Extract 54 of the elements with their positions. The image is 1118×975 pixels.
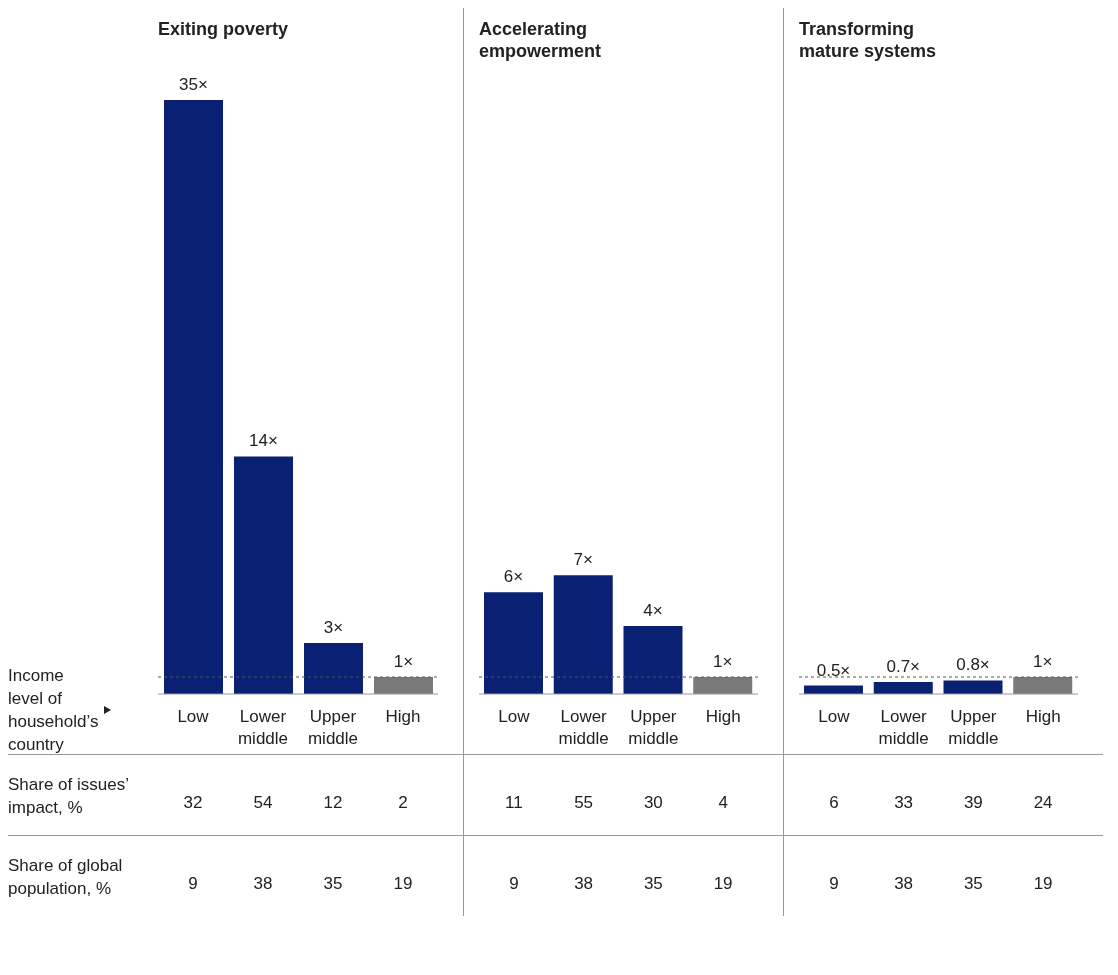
text: 9	[187, 874, 199, 894]
x-tick-label: Low	[498, 707, 531, 726]
chart-title: Accelerating empowerment	[478, 18, 603, 63]
text: 55	[573, 793, 595, 813]
data-label: 1×	[1033, 652, 1053, 672]
text: 12	[322, 793, 344, 813]
text: 32	[182, 793, 204, 813]
text: 19	[712, 874, 734, 894]
data-label: 1×	[393, 652, 414, 672]
text: 4	[717, 793, 729, 813]
text: 35	[642, 874, 664, 894]
text: 38	[573, 874, 595, 894]
x-tick-label: Lower middle	[237, 707, 289, 748]
data-label: 1×	[713, 652, 733, 672]
text: 38	[893, 874, 915, 894]
x-tick-label: High	[1025, 707, 1061, 726]
x-tick-label: Upper middle	[307, 707, 359, 748]
data-label: 35×	[179, 75, 208, 94]
text: 9	[508, 874, 520, 894]
data-label: 14×	[249, 431, 278, 451]
text: 2	[397, 793, 409, 813]
x-tick-label: High	[705, 707, 741, 726]
data-label: 0.5×	[816, 660, 851, 680]
x-tick-label: Lower middle	[878, 707, 929, 748]
text: 11	[504, 793, 524, 813]
text: 9	[828, 874, 840, 894]
x-tick-label: Low	[177, 707, 210, 726]
x-tick-label: Low	[818, 707, 851, 726]
text: 35	[322, 874, 344, 894]
text: 30	[642, 793, 664, 813]
data-label: 4×	[643, 601, 663, 621]
data-label: 0.8×	[956, 655, 990, 675]
data-label: 7×	[573, 550, 593, 570]
x-axis-title: Income level of household’s country	[8, 665, 100, 756]
data-label: 3×	[323, 618, 344, 638]
data-label: 6×	[503, 567, 524, 587]
chart-title: Exiting poverty	[157, 18, 290, 41]
text: 39	[962, 793, 984, 813]
x-tick-label: High	[385, 707, 421, 726]
x-tick-label: Upper middle	[948, 707, 999, 748]
text: 35	[962, 874, 984, 894]
text: Share of global population, %	[8, 855, 124, 900]
data-label: 0.7×	[886, 657, 921, 677]
text: 38	[252, 874, 274, 894]
text: 19	[392, 874, 414, 894]
text: Share of issues’ impact, %	[8, 774, 130, 819]
chart-title: Transforming mature systems	[798, 18, 938, 63]
text: 54	[252, 793, 274, 813]
x-tick-label: Lower middle	[558, 707, 609, 748]
x-tick-label: Upper middle	[628, 707, 679, 748]
text: 19	[1032, 874, 1054, 894]
text: 6	[828, 793, 840, 813]
text: 24	[1032, 793, 1054, 813]
text: 33	[893, 793, 915, 813]
